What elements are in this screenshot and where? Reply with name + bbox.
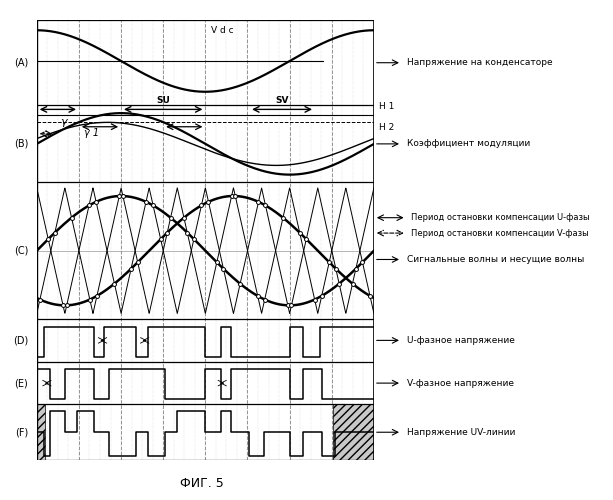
- Text: (E): (E): [15, 378, 28, 388]
- Text: Период остановки компенсации V-фазы: Период остановки компенсации V-фазы: [411, 228, 589, 237]
- Text: (A): (A): [14, 58, 28, 68]
- Text: (F): (F): [15, 427, 28, 437]
- Text: (C): (C): [14, 246, 28, 256]
- Text: U-фазное напряжение: U-фазное напряжение: [406, 336, 514, 345]
- Text: V-фазное напряжение: V-фазное напряжение: [406, 378, 514, 388]
- Text: ФИГ. 5: ФИГ. 5: [180, 477, 224, 490]
- Text: Коэффициент модуляции: Коэффициент модуляции: [406, 140, 530, 148]
- Text: H 1: H 1: [379, 102, 394, 111]
- Text: γ: γ: [61, 118, 67, 128]
- Text: H 2: H 2: [379, 123, 394, 132]
- Text: Напряжение на конденсаторе: Напряжение на конденсаторе: [406, 58, 552, 67]
- Text: Напряжение UV-линии: Напряжение UV-линии: [406, 428, 515, 436]
- Text: Период остановки компенсации U-фазы: Период остановки компенсации U-фазы: [411, 213, 590, 222]
- Text: (B): (B): [14, 139, 28, 149]
- Text: SU: SU: [156, 96, 170, 105]
- Bar: [37, 404, 45, 460]
- Text: γ 1: γ 1: [84, 128, 99, 138]
- Bar: [333, 404, 374, 460]
- Text: (D): (D): [13, 336, 28, 345]
- Text: Сигнальные волны и несущие волны: Сигнальные волны и несущие волны: [406, 255, 584, 264]
- Text: SV: SV: [275, 96, 289, 105]
- Text: V d c: V d c: [211, 26, 234, 36]
